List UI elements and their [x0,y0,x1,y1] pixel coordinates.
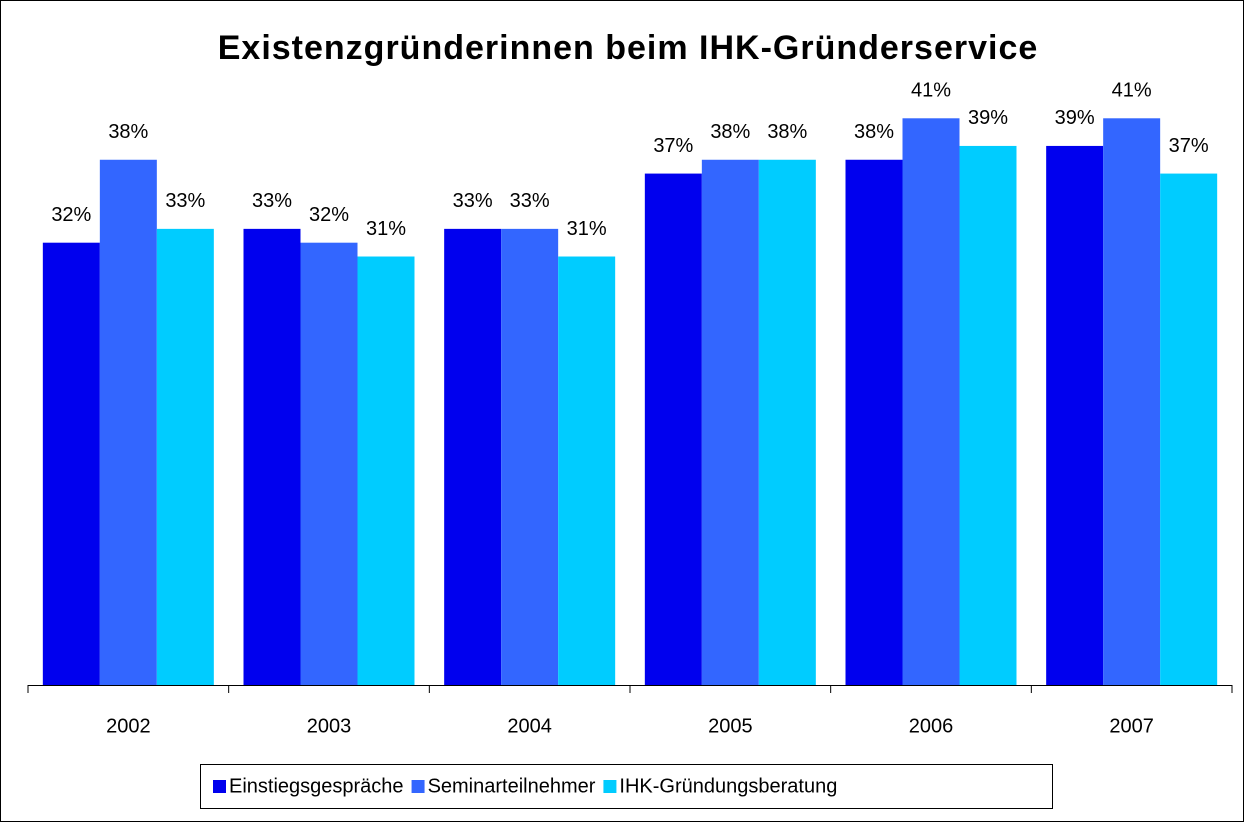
data-label: 33% [252,190,292,212]
bar [156,228,214,685]
bar [701,159,759,685]
bar [357,256,415,685]
bar [1103,118,1161,686]
legend-label: Seminarteilnehmer [428,775,596,797]
data-label: 39% [1055,107,1095,129]
bar [42,242,100,685]
x-tick-label: 2006 [909,715,954,737]
legend-swatch [603,780,617,793]
chart-title: Existenzgründerinnen beim IHK-Gründerser… [218,29,1039,67]
data-label: 32% [309,204,349,226]
data-label: 37% [653,135,693,157]
bar [243,228,301,685]
data-label: 41% [911,80,951,102]
bar [1046,145,1104,685]
x-tick-label: 2003 [307,715,352,737]
bar [444,228,502,685]
data-label: 38% [108,121,148,143]
bar [644,173,702,686]
x-tick-label: 2007 [1109,715,1154,737]
data-label: 33% [165,190,205,212]
data-label: 41% [1112,80,1152,102]
x-tick-label: 2005 [708,715,753,737]
bar [959,145,1017,685]
data-label: 33% [510,190,550,212]
x-tick-label: 2004 [507,715,552,737]
data-label: 33% [453,190,493,212]
data-label: 32% [51,204,91,226]
data-label: 31% [567,218,607,240]
bar [902,118,960,686]
data-label: 39% [968,107,1008,129]
bar [99,159,157,685]
data-label: 38% [854,121,894,143]
bar [758,159,816,685]
legend-swatch [411,780,425,793]
data-label: 31% [366,218,406,240]
legend-label: Einstiegsgespräche [229,775,404,797]
bar [558,256,616,685]
data-label: 37% [1169,135,1209,157]
legend-label: IHK-Gründungsberatung [619,775,837,797]
legend-box [200,764,1053,809]
bar [845,159,903,685]
data-label: 38% [767,121,807,143]
x-tick-label: 2002 [106,715,151,737]
bar [501,228,559,685]
data-label: 38% [710,121,750,143]
bar [1160,173,1218,686]
bar [300,242,358,685]
legend-swatch [213,780,226,793]
